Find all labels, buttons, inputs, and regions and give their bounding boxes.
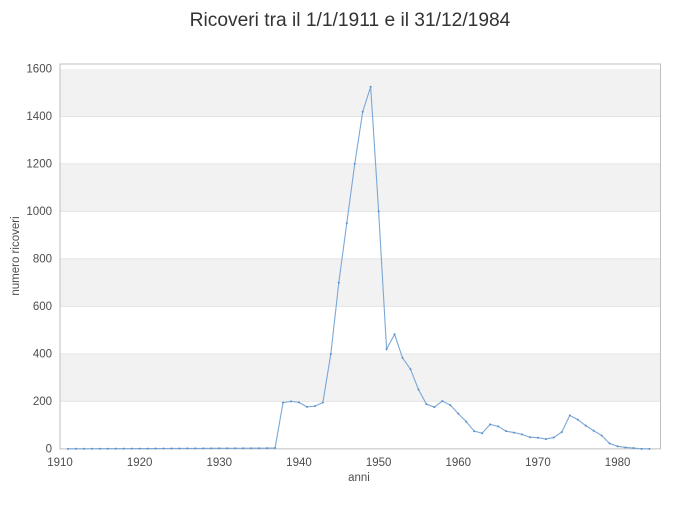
svg-text:0: 0 <box>46 443 52 455</box>
svg-text:1960: 1960 <box>445 457 471 469</box>
svg-text:1980: 1980 <box>605 457 631 469</box>
svg-text:1970: 1970 <box>525 457 551 469</box>
svg-text:800: 800 <box>33 253 52 265</box>
svg-text:1000: 1000 <box>26 206 52 218</box>
svg-text:400: 400 <box>33 348 52 360</box>
svg-text:numero ricoveri: numero ricoveri <box>10 216 22 295</box>
svg-text:1600: 1600 <box>26 63 52 75</box>
svg-text:1910: 1910 <box>47 457 73 469</box>
svg-text:anni: anni <box>348 472 370 484</box>
svg-text:1950: 1950 <box>366 457 392 469</box>
svg-text:1920: 1920 <box>127 457 153 469</box>
svg-text:1400: 1400 <box>26 111 52 123</box>
svg-text:1930: 1930 <box>207 457 233 469</box>
svg-text:1200: 1200 <box>26 158 52 170</box>
svg-text:200: 200 <box>33 396 52 408</box>
svg-text:600: 600 <box>33 301 52 313</box>
svg-text:1940: 1940 <box>286 457 312 469</box>
